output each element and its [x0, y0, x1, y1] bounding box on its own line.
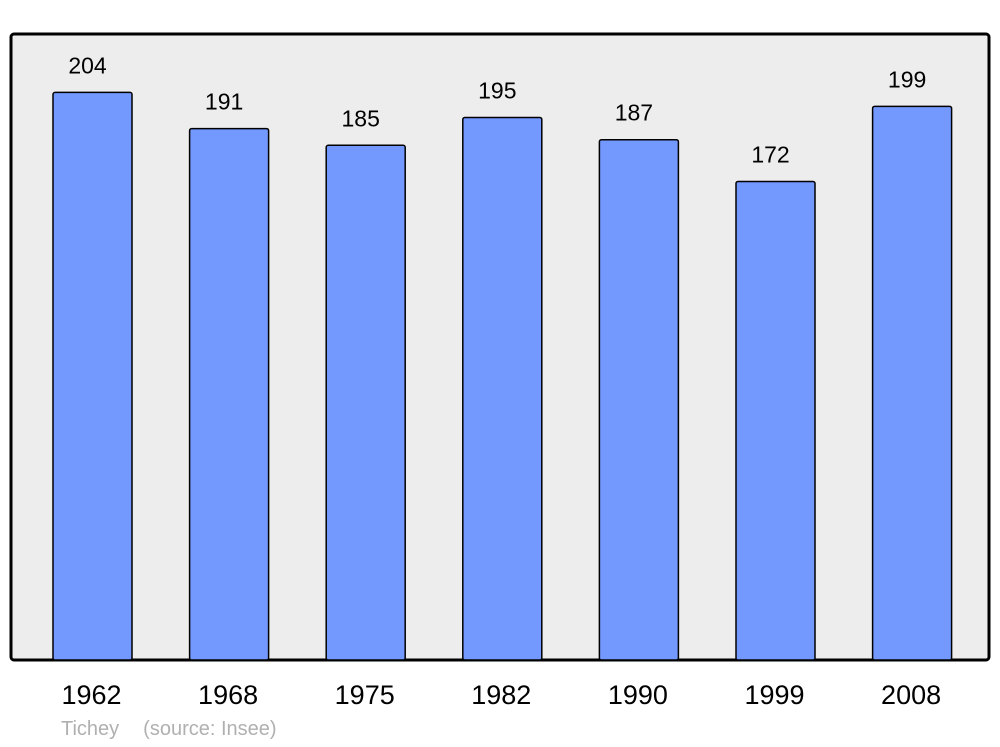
place-name: Tichey — [61, 718, 120, 740]
x-tick-label-1968: 1968 — [198, 680, 258, 710]
value-label-1975: 185 — [342, 105, 380, 131]
bar-1999 — [735, 180, 816, 661]
bar-1982 — [462, 116, 543, 661]
value-label-2008: 199 — [888, 66, 926, 92]
x-tick-label-1962: 1962 — [61, 680, 121, 710]
bar-1968 — [188, 127, 270, 661]
footer: Tichey (source: Insee) — [61, 718, 301, 741]
value-label-1990: 187 — [615, 100, 653, 126]
x-tick-label-1999: 1999 — [744, 680, 804, 710]
x-tick-label-1990: 1990 — [608, 680, 668, 710]
x-tick-label-1982: 1982 — [471, 680, 531, 710]
x-tick-label-2008: 2008 — [881, 680, 941, 710]
bar-1962 — [52, 91, 133, 661]
value-label-1999: 172 — [751, 141, 789, 167]
x-tick-label-1975: 1975 — [335, 680, 395, 710]
bar-1975 — [325, 144, 406, 661]
source-note: (source: Insee) — [143, 718, 277, 740]
value-label-1962: 204 — [68, 52, 107, 78]
bar-1990 — [598, 138, 680, 661]
value-label-1982: 195 — [478, 77, 516, 103]
value-label-1968: 191 — [205, 89, 243, 115]
bar-2008 — [871, 105, 953, 661]
